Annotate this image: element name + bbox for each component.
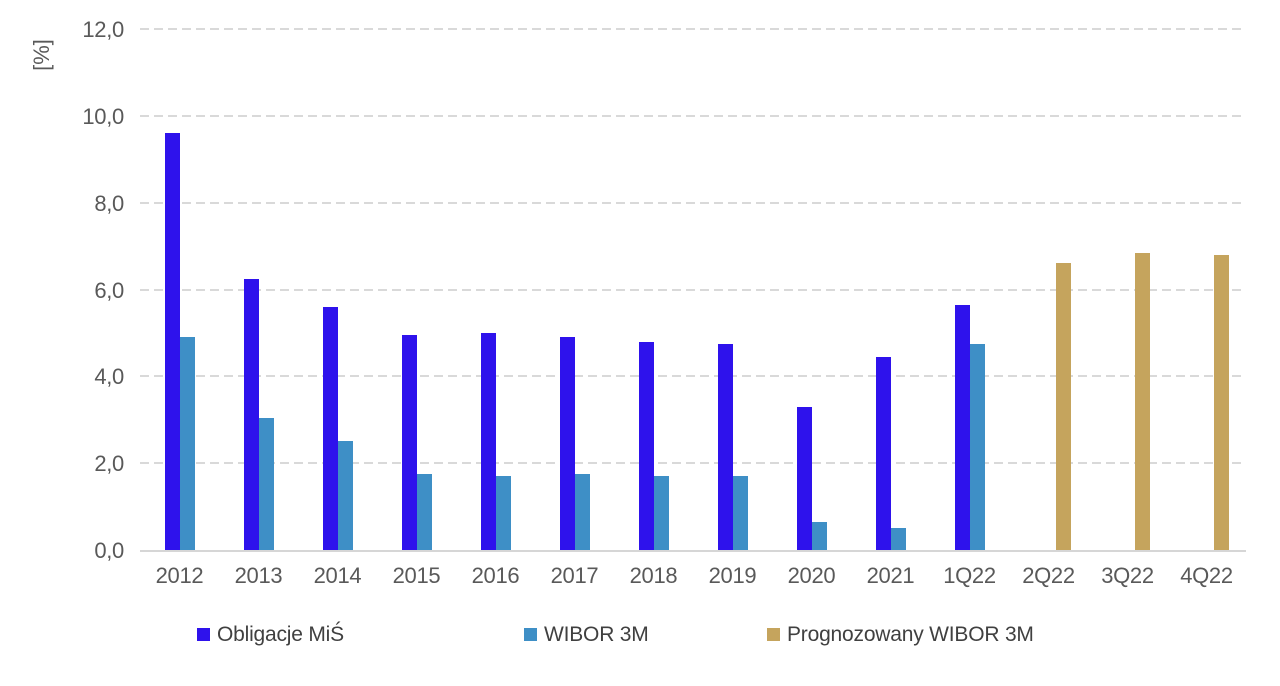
x-tick-label: 3Q22: [1101, 563, 1154, 588]
bar-wibor-3m: [890, 528, 906, 550]
x-tick-label: 2020: [787, 563, 836, 588]
bar-obligacje-mis: [796, 406, 812, 550]
x-tick-label: 2021: [866, 563, 915, 588]
legend-item-prognozowany-wibor-3m: Prognozowany WIBOR 3M: [767, 621, 1034, 648]
x-tick-label: 2014: [313, 563, 362, 588]
bar-wibor-3m: [337, 441, 353, 550]
bar-group: [693, 29, 772, 550]
legend-marker-icon: [767, 628, 780, 641]
x-tick-label: 2016: [471, 563, 520, 588]
bar-group: [535, 29, 614, 550]
x-tick-label: 2012: [155, 563, 204, 588]
legend-item-obligacje-mis: Obligacje MiŚ: [197, 621, 344, 648]
legend-item-wibor-3m: WIBOR 3M: [524, 621, 649, 648]
bar-obligacje-mis: [243, 278, 259, 550]
bar-group: [140, 29, 219, 550]
x-tick-label: 2013: [234, 563, 283, 588]
gridline: [140, 28, 1246, 30]
bar-prognozowany-wibor-3m: [1056, 263, 1071, 550]
x-tick-label: 1Q22: [943, 563, 996, 588]
bar-obligacje-mis: [954, 304, 970, 550]
bar-wibor-3m: [574, 474, 590, 550]
x-tick-label: 2019: [708, 563, 757, 588]
bar-wibor-3m: [416, 474, 432, 550]
gridline: [140, 201, 1246, 204]
bar-obligacje-mis: [717, 343, 733, 550]
bar-group: [1009, 29, 1088, 550]
bar-wibor-3m: [969, 343, 985, 550]
x-tick-label: 4Q22: [1180, 563, 1233, 588]
gridline: [140, 114, 1246, 117]
x-tick-label: 2017: [550, 563, 599, 588]
x-tick-label: 2018: [629, 563, 678, 588]
bar-group: [377, 29, 456, 550]
bar-group: [930, 29, 1009, 550]
bar-wibor-3m: [179, 337, 195, 550]
x-tick-label: 2Q22: [1022, 563, 1075, 588]
bar-obligacje-mis: [480, 332, 496, 550]
bar-obligacje-mis: [322, 306, 338, 550]
bar-prognozowany-wibor-3m: [1214, 254, 1229, 550]
x-tick-label: 2015: [392, 563, 441, 588]
bar-prognozowany-wibor-3m: [1135, 252, 1150, 550]
y-tick-label: 10,0: [82, 103, 124, 129]
bar-group: [851, 29, 930, 550]
plot-area: [140, 28, 1246, 552]
bar-group: [1088, 29, 1167, 550]
bar-wibor-3m: [653, 476, 669, 550]
bar-wibor-3m: [258, 417, 274, 550]
bar-obligacje-mis: [638, 341, 654, 550]
bar-group: [1167, 29, 1246, 550]
legend-label: Obligacje MiŚ: [217, 622, 344, 646]
legend-marker-icon: [524, 628, 537, 641]
legend-label: WIBOR 3M: [544, 622, 649, 646]
legend-label: Prognozowany WIBOR 3M: [787, 622, 1034, 646]
bar-group: [614, 29, 693, 550]
y-tick-label: 12,0: [82, 17, 124, 42]
y-tick-label: 2,0: [94, 451, 124, 477]
bar-group: [772, 29, 851, 550]
bar-obligacje-mis: [875, 356, 891, 550]
bar-group: [219, 29, 298, 550]
bar-wibor-3m: [811, 521, 827, 550]
y-tick-label: 8,0: [94, 190, 124, 216]
gridline: [140, 375, 1246, 378]
bar-wibor-3m: [732, 476, 748, 550]
y-tick-label: 4,0: [94, 364, 124, 390]
legend-marker-icon: [197, 628, 210, 641]
bar-obligacje-mis: [164, 133, 180, 550]
bar-group: [456, 29, 535, 550]
bar-obligacje-mis: [401, 335, 417, 550]
y-tick-label: 0,0: [94, 538, 124, 563]
bar-wibor-3m: [495, 476, 511, 550]
gridline: [140, 288, 1246, 291]
y-tick-label: 6,0: [94, 277, 124, 303]
gridline: [140, 462, 1246, 465]
bar-group: [298, 29, 377, 550]
bar-obligacje-mis: [559, 337, 575, 550]
